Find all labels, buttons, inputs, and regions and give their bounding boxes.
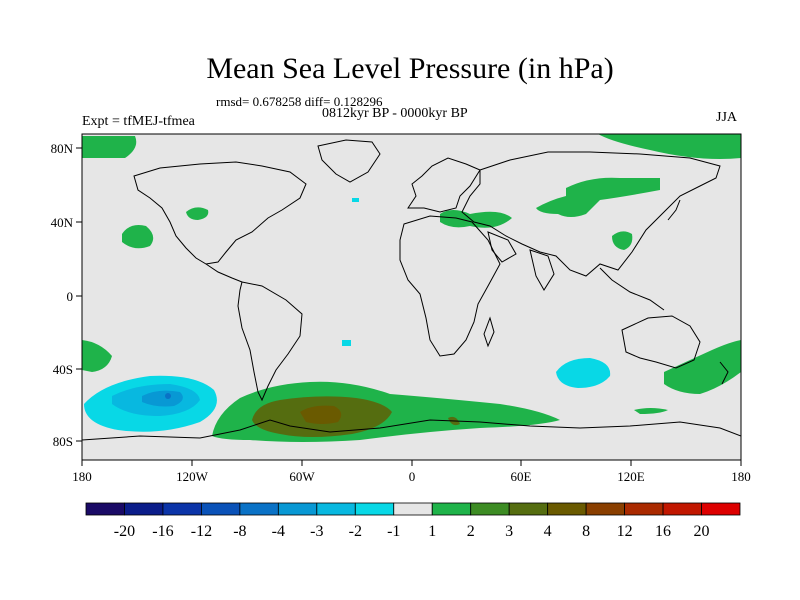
coast-antarctica	[82, 419, 741, 441]
colorbar-swatch	[85, 502, 125, 516]
period-label: 0812kyr BP - 0000kyr BP	[322, 106, 468, 121]
anomaly-southern-ocean-4	[300, 405, 342, 424]
coast-india	[529, 249, 555, 291]
anomaly-indian-ocean	[634, 408, 668, 414]
colorbar-swatch	[547, 502, 587, 516]
lat-label-40n: 40N	[51, 215, 74, 230]
anomaly-south-atlantic-neg	[342, 340, 351, 346]
coast-new-zealand	[719, 361, 729, 385]
coast-arabia	[487, 231, 517, 263]
anomaly-eurasia	[536, 177, 660, 217]
colorbar-swatch	[124, 502, 164, 516]
anomaly-mediterranean	[440, 210, 512, 228]
colorbar-label: 1	[428, 523, 436, 540]
colorbar-label: -20	[114, 523, 135, 540]
coast-asia	[461, 151, 721, 277]
experiment-label: Expt = tfMEJ-tfmea	[82, 114, 195, 129]
lat-label-40s: 40S	[53, 362, 73, 377]
colorbar-swatch	[354, 502, 395, 516]
lon-label-180e: 180	[731, 469, 751, 484]
lat-label-0: 0	[67, 289, 74, 304]
coast-central-america	[205, 263, 243, 283]
map-title: Mean Sea Level Pressure (in hPa)	[206, 52, 614, 85]
colorbar-label: -12	[191, 523, 212, 540]
lat-label-80n: 80N	[51, 141, 74, 156]
colorbar-label: 16	[655, 523, 671, 540]
anomaly-australia-east	[664, 340, 741, 394]
lon-label-180w: 180	[72, 469, 92, 484]
coast-se-asia	[599, 267, 665, 311]
coast-north-america	[133, 161, 307, 265]
lon-label-60w: 60W	[289, 469, 315, 484]
colorbar-label: 3	[505, 523, 513, 540]
colorbar-label: 2	[467, 523, 475, 540]
anomaly-arctic-east	[598, 134, 741, 159]
colorbar-swatch	[316, 502, 356, 516]
coast-south-america	[237, 281, 303, 402]
anomaly-south-pacific-neg-3	[142, 390, 183, 407]
anomaly-north-america	[186, 207, 209, 220]
colorbar-swatch	[585, 502, 625, 516]
colorbar-swatch	[277, 502, 318, 516]
coastlines	[82, 139, 741, 441]
anomaly-pacific-north	[122, 225, 154, 249]
colorbar-swatch	[470, 502, 510, 516]
colorbar-swatch	[431, 502, 472, 516]
colorbar-label: -3	[310, 523, 323, 540]
colorbar-swatch	[701, 502, 741, 516]
colorbar-swatch	[393, 502, 433, 516]
lon-ticks	[81, 460, 742, 466]
colorbar-label: -16	[152, 523, 173, 540]
colorbar-label: -2	[349, 523, 362, 540]
colorbar-label: -8	[233, 523, 246, 540]
anomaly-south-pacific-west	[82, 340, 112, 372]
coast-africa	[399, 215, 501, 357]
colorbar-swatch	[162, 502, 202, 516]
colorbar: -20 -16 -12 -8 -4 -3 -2 -1 1 2 3 4 8 12 16 20	[85, 502, 741, 540]
colorbar-label: -1	[387, 523, 400, 540]
coast-japan	[667, 199, 681, 221]
anomaly-china	[612, 231, 633, 250]
anomaly-north-atlantic-neg	[352, 198, 359, 202]
lon-label-0: 0	[409, 469, 416, 484]
anomaly-indian-ocean-neg	[556, 358, 611, 388]
colorbar-swatch	[508, 502, 549, 516]
lat-label-80s: 80S	[53, 434, 73, 449]
lon-label-60e: 60E	[511, 469, 532, 484]
anomaly-arctic-west	[82, 136, 137, 158]
anomaly-south-pacific-core	[165, 393, 171, 399]
colorbar-label: 20	[694, 523, 710, 540]
colorbar-label: 12	[617, 523, 633, 540]
colorbar-label: -4	[272, 523, 285, 540]
coast-madagascar	[483, 316, 495, 348]
colorbar-swatch	[662, 502, 702, 516]
colorbar-swatch	[201, 502, 241, 516]
colorbar-swatch	[239, 502, 279, 516]
coast-greenland	[317, 139, 381, 183]
colorbar-swatch	[624, 502, 664, 516]
colorbar-label: 8	[582, 523, 590, 540]
lon-label-120w: 120W	[176, 469, 209, 484]
colorbar-label: 4	[544, 523, 552, 540]
rmsd-diff-stats: rmsd= 0.678258 diff= 0.128296	[216, 94, 383, 109]
lon-label-120e: 120E	[617, 469, 645, 484]
coast-europe	[407, 157, 481, 213]
lat-ticks	[76, 147, 82, 442]
coast-australia	[621, 315, 701, 369]
season-label: JJA	[716, 110, 738, 125]
